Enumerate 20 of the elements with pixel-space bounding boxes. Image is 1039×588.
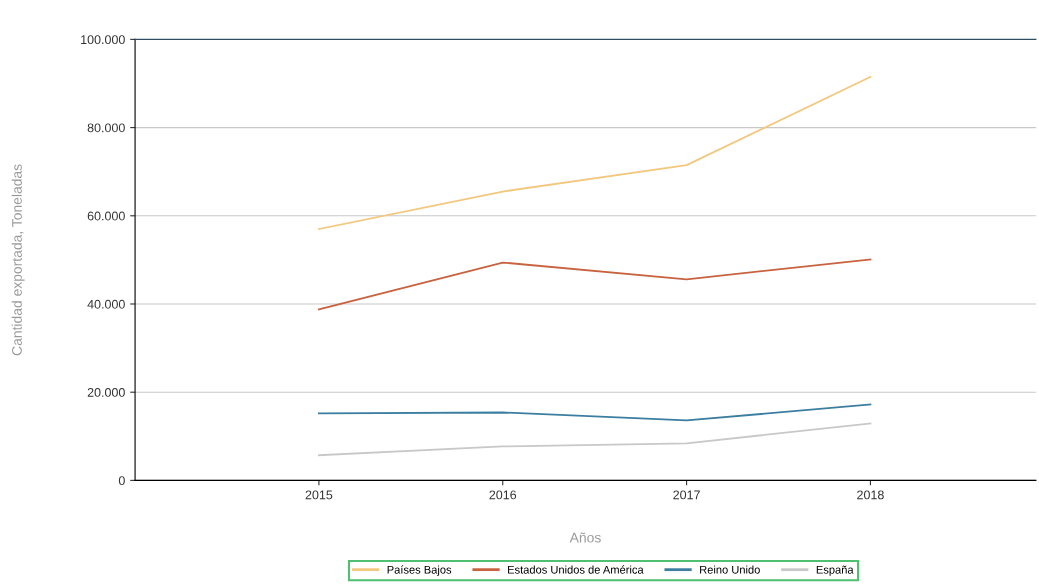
legend-label: Reino Unido — [700, 565, 760, 574]
legend-label: Estados Unidos de América — [508, 565, 644, 574]
y-tick-label: 20.000 — [87, 388, 125, 397]
y-axis-title: Cantidad exportada, Toneladas — [11, 164, 25, 356]
x-tick-label: 2015 — [305, 490, 333, 500]
y-tick-label: 40.000 — [87, 299, 125, 309]
y-tick-label: 60.000 — [87, 211, 125, 221]
x-tick-label: 2018 — [857, 490, 884, 500]
x-axis-title: Años — [569, 532, 601, 543]
x-tick-label: 2017 — [673, 490, 700, 500]
legend-label: España — [816, 565, 854, 576]
line-series — [318, 258, 872, 311]
y-tick-label: 80.000 — [87, 123, 125, 133]
line-series — [318, 422, 872, 457]
y-tick-label: 0 — [118, 476, 125, 486]
line-series — [318, 75, 872, 230]
y-tick-label: 100.000 — [81, 35, 125, 45]
x-tick-label: 2016 — [489, 490, 517, 500]
legend-label: Países Bajos — [387, 565, 452, 576]
line-series — [318, 403, 872, 422]
